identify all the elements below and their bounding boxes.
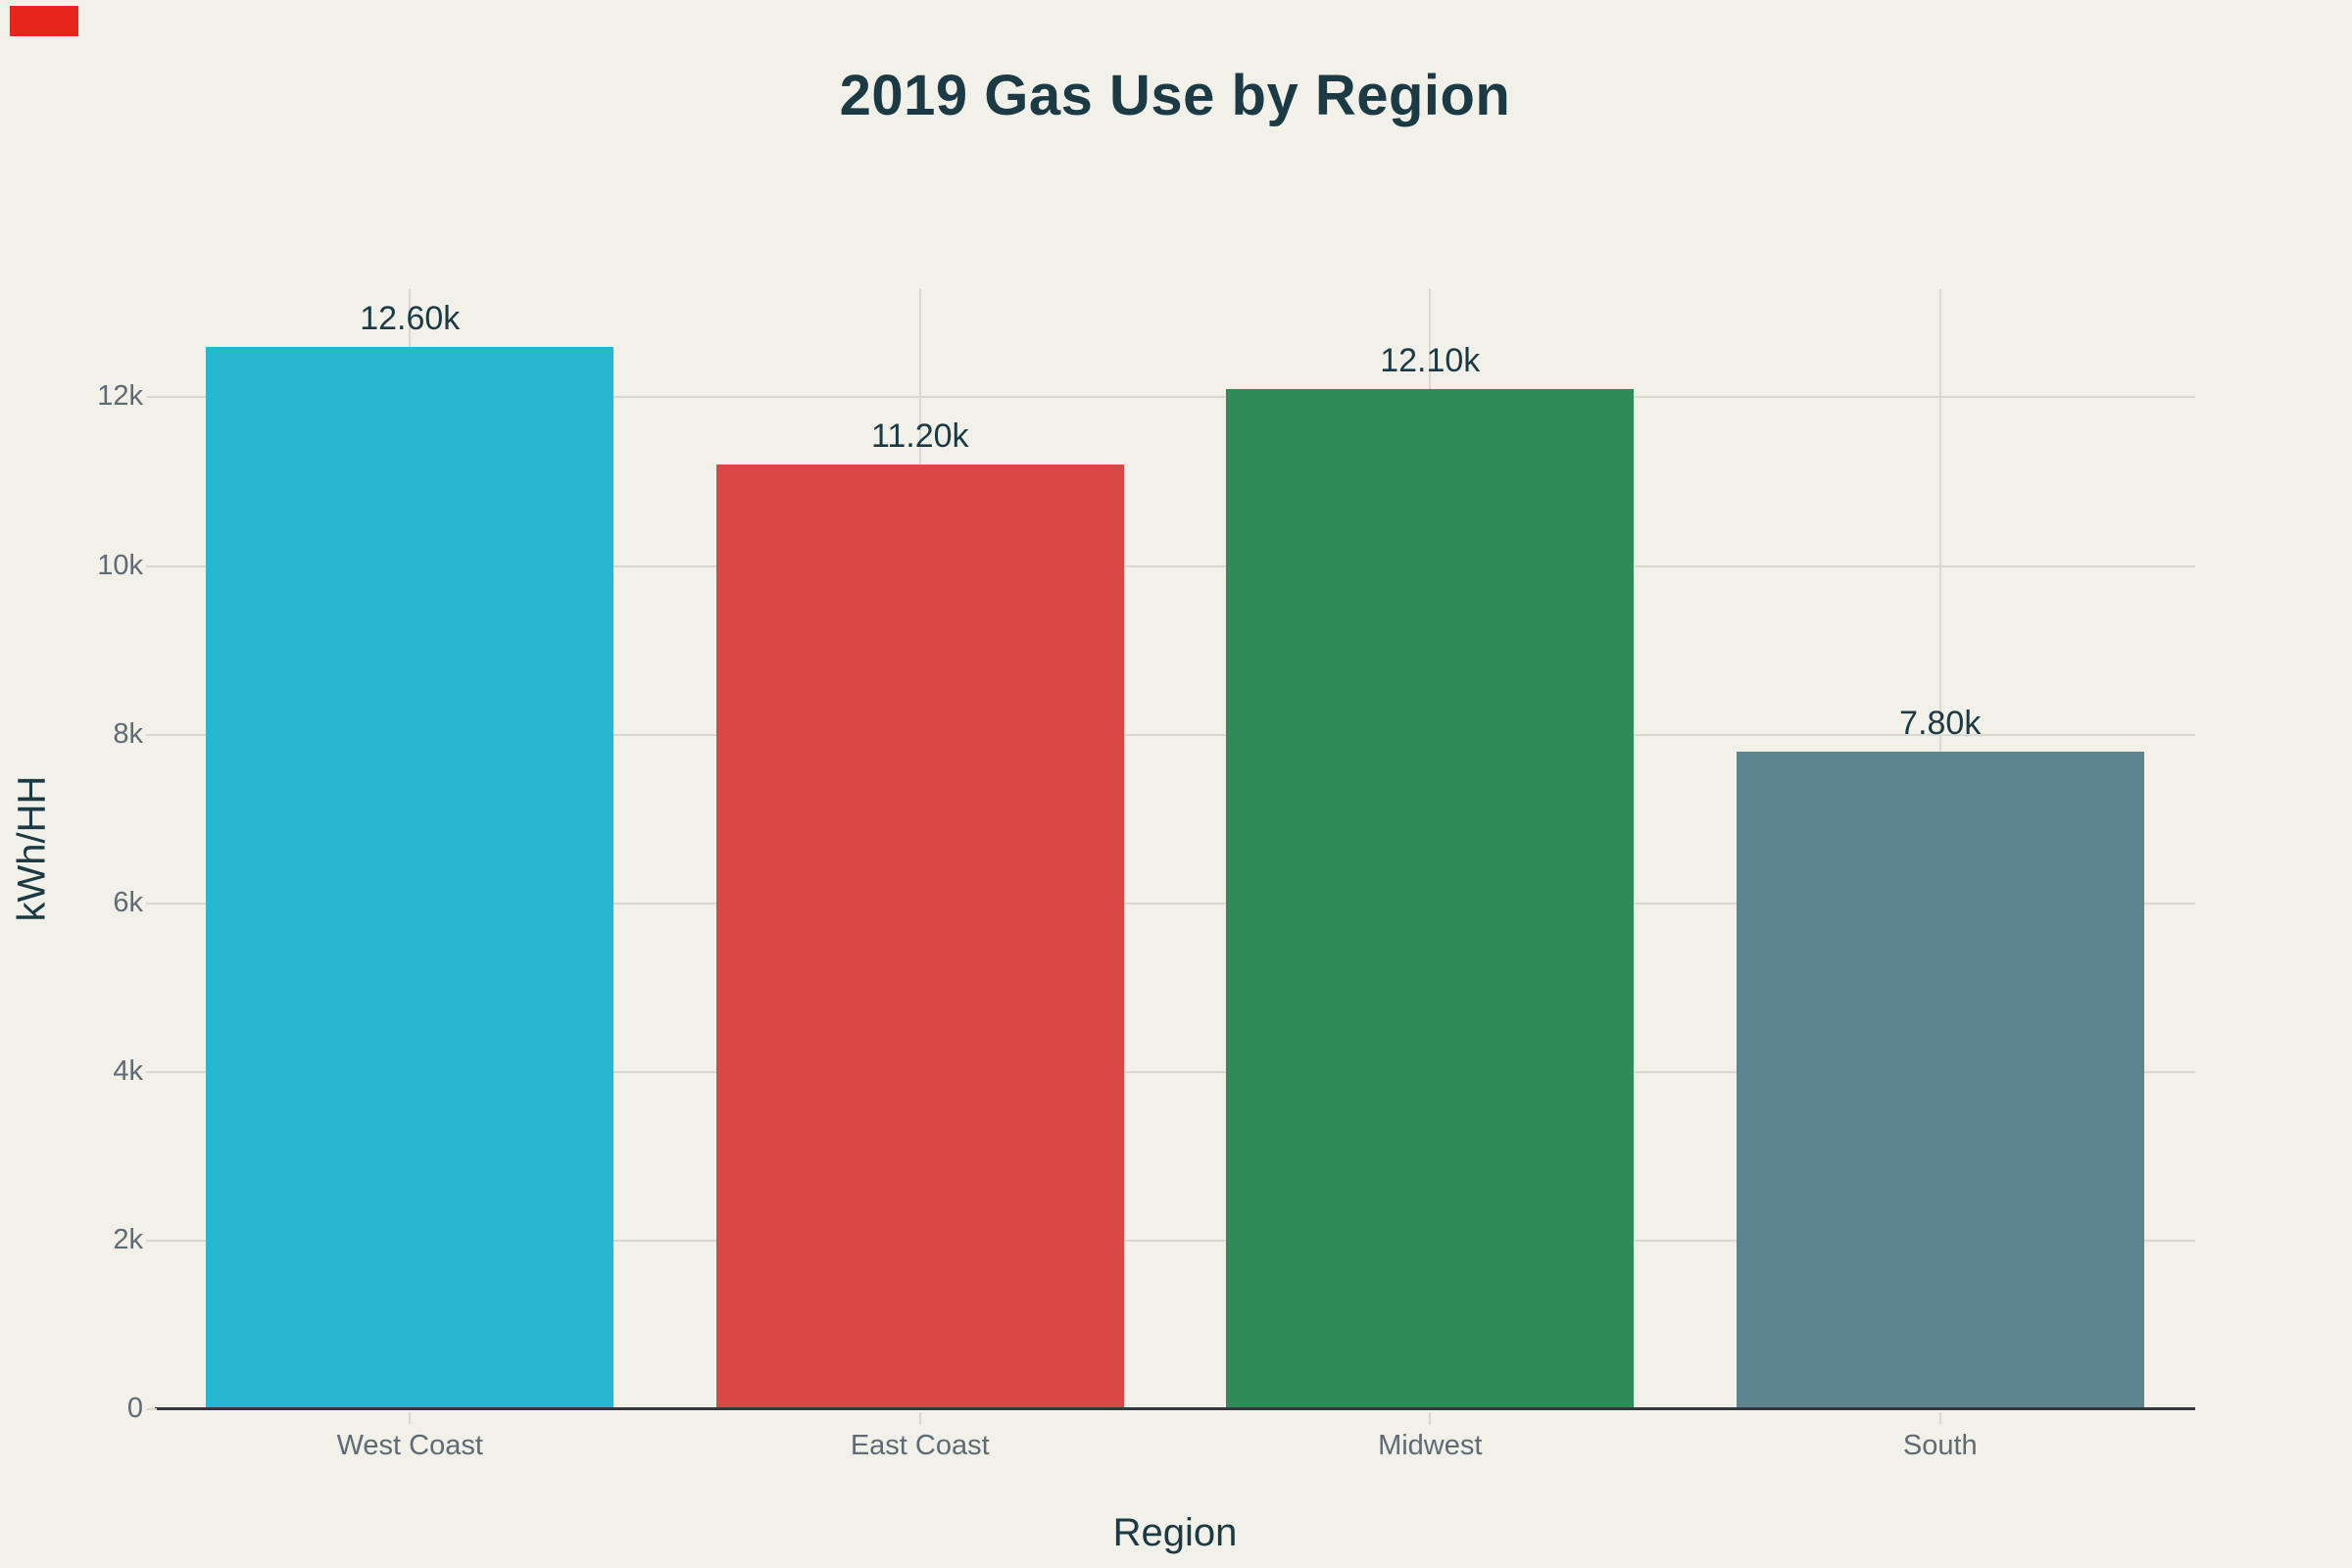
x-tick-label: South: [1902, 1430, 1978, 1461]
bar-east-coast[interactable]: [715, 465, 1124, 1409]
x-tick-label: Midwest: [1378, 1430, 1483, 1461]
bar-value-label: 12.60k: [360, 299, 461, 337]
record-indicator-icon: [10, 6, 78, 36]
bar-south[interactable]: [1736, 751, 2144, 1409]
x-tick-label: West Coast: [336, 1430, 483, 1461]
x-tick-mark: [1938, 1412, 1941, 1424]
y-gridline: [155, 902, 2195, 905]
y-axis-title: kWh/HH: [10, 775, 54, 922]
x-axis-title: Region: [1112, 1511, 1238, 1554]
y-tick-mark: [146, 1408, 157, 1410]
y-gridline: [155, 1070, 2195, 1073]
y-tick-mark: [146, 733, 157, 736]
y-tick-label: 0: [126, 1392, 143, 1424]
y-tick-label: 2k: [113, 1223, 143, 1255]
y-tick-label: 10k: [97, 549, 143, 581]
x-tick-mark: [1429, 1412, 1432, 1424]
x-tick-mark: [918, 1412, 921, 1424]
y-tick-label: 4k: [113, 1054, 143, 1087]
y-tick-mark: [146, 1239, 157, 1242]
bar-value-label: 7.80k: [1899, 704, 1982, 742]
y-tick-mark: [146, 902, 157, 905]
y-gridline: [155, 564, 2195, 567]
y-tick-label: 12k: [97, 380, 143, 413]
y-gridline: [155, 1239, 2195, 1242]
bar-midwest[interactable]: [1226, 388, 1635, 1409]
y-tick-mark: [146, 1070, 157, 1073]
chart-title: 2019 Gas Use by Region: [839, 64, 1511, 127]
x-tick-label: East Coast: [850, 1430, 990, 1461]
y-gridline: [155, 396, 2195, 399]
y-gridline: [155, 733, 2195, 736]
y-tick-mark: [146, 396, 157, 399]
bar-west-coast[interactable]: [206, 346, 614, 1409]
x-tick-mark: [409, 1412, 412, 1424]
bar-value-label: 11.20k: [870, 417, 969, 456]
x-axis-line: [155, 1407, 2195, 1410]
y-tick-label: 8k: [113, 717, 143, 750]
y-tick-mark: [146, 564, 157, 567]
bar-value-label: 12.10k: [1380, 341, 1481, 379]
y-tick-label: 6k: [113, 886, 143, 918]
